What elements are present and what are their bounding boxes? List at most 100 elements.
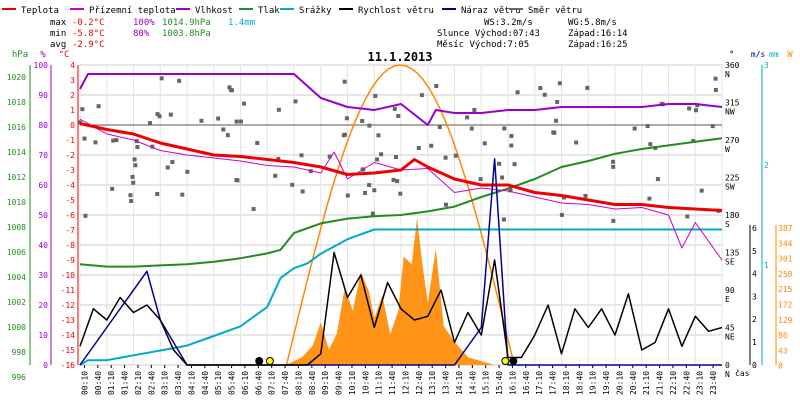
axis-time-tick: 21:40 xyxy=(656,371,665,395)
wind-direction-mark xyxy=(273,173,278,178)
axis-time-tick: 21:10 xyxy=(642,371,651,395)
axis-deg-unit: ° xyxy=(729,50,734,60)
wind-direction-mark xyxy=(360,119,365,124)
wind-direction-mark xyxy=(373,93,378,98)
axis-dir-tick: 90 xyxy=(725,286,735,295)
axis-ms-lower-tick: 4 xyxy=(752,270,757,279)
axis-hpa-tick: 1018 xyxy=(7,98,26,107)
wind-direction-mark xyxy=(342,132,347,137)
axis-w-tick: 258 xyxy=(778,270,793,279)
axis-time-tick: 08:10 xyxy=(294,371,303,395)
info-mesic: Měsíc Východ:7:05 xyxy=(437,40,529,50)
wind-direction-mark xyxy=(180,192,185,197)
wind-direction-mark xyxy=(497,161,502,166)
axis-time-tick: 22:10 xyxy=(669,371,678,395)
axis-pct-tick: 30 xyxy=(38,271,48,280)
axis-dir-name: SE xyxy=(725,258,735,267)
axis-c-tick: 4 xyxy=(70,61,75,70)
wind-direction-mark xyxy=(170,160,175,165)
markers-layer xyxy=(255,357,518,365)
axis-w-tick: 0 xyxy=(778,362,783,371)
wind-direction-mark xyxy=(157,114,162,119)
axis-w-tick: 387 xyxy=(778,224,793,233)
axis-hpa-tick: 1016 xyxy=(7,123,26,132)
legend-label: Srážky xyxy=(299,6,332,16)
wind-direction-mark xyxy=(501,217,506,222)
stats-max-temp: -0.2°C xyxy=(72,18,105,28)
wind-direction-layer xyxy=(78,76,721,223)
axis-ms-tick: 3 xyxy=(764,61,769,70)
axis-w-tick: 43 xyxy=(778,346,788,355)
legend-label: Směr větru xyxy=(528,6,582,16)
wind-direction-mark xyxy=(159,76,164,81)
axis-w-tick: 129 xyxy=(778,316,793,325)
wind-direction-mark xyxy=(508,188,513,193)
wind-direction-mark xyxy=(482,141,487,146)
solar-layer xyxy=(285,64,515,366)
axis-ms-lower-tick: 2 xyxy=(752,315,757,324)
wind-direction-mark xyxy=(713,87,718,92)
axis-hpa-tick: 996 xyxy=(12,373,27,382)
sun-moon-marker xyxy=(501,357,510,365)
wind-direction-mark xyxy=(234,119,239,124)
wind-direction-mark xyxy=(444,202,449,207)
stats-max-hum: 100% xyxy=(133,18,155,28)
axis-c-tick: -13 xyxy=(61,316,76,325)
wind-direction-mark xyxy=(370,211,375,216)
axis-time-tick: 00:10 xyxy=(80,371,89,395)
wind-direction-mark xyxy=(150,144,155,149)
wind-direction-mark xyxy=(552,130,557,135)
axis-time-tick: 07:40 xyxy=(281,371,290,395)
axis-c-tick: -7 xyxy=(65,226,75,235)
axis-hpa-tick: 1008 xyxy=(7,223,26,232)
wind-direction-mark xyxy=(655,177,660,182)
wind-direction-mark xyxy=(429,143,434,148)
stats-min-temp: -5.8°C xyxy=(72,29,105,39)
axis-dir-name: W xyxy=(725,145,730,154)
axis-pct-tick: 40 xyxy=(38,241,48,250)
wind-direction-mark xyxy=(538,86,543,91)
axis-c-tick: -14 xyxy=(61,331,76,340)
axis-hpa-tick: 1020 xyxy=(7,73,26,82)
wind-direction-mark xyxy=(645,124,650,129)
axis-c-tick: -15 xyxy=(61,346,76,355)
axis-dir-name: SW xyxy=(725,183,735,192)
wind-direction-mark xyxy=(393,155,398,160)
axis-hpa-tick: 998 xyxy=(12,348,27,357)
series-tlak xyxy=(79,137,723,268)
axis-c-tick: -5 xyxy=(65,196,75,205)
wind-direction-mark xyxy=(691,139,696,144)
stats-max-rain: 1.4mm xyxy=(228,18,255,28)
axis-c-tick: -3 xyxy=(65,166,75,175)
axis-hpa-tick: 1000 xyxy=(7,323,26,332)
axis-time-tick: 04:40 xyxy=(201,371,210,395)
wind-direction-mark xyxy=(155,191,160,196)
stats-min-hum: 80% xyxy=(133,29,150,39)
axis-time-tick: 20:10 xyxy=(615,371,624,395)
axis-time-tick: 12:40 xyxy=(415,371,424,395)
wind-direction-mark xyxy=(713,76,718,81)
wind-direction-mark xyxy=(290,182,295,187)
axis-time-tick: 06:10 xyxy=(241,371,250,395)
wind-direction-mark xyxy=(472,107,477,112)
wind-direction-mark xyxy=(238,119,243,124)
axis-dir-tick: 360 xyxy=(725,61,740,70)
wind-direction-mark xyxy=(648,142,653,147)
chart-title: 11.1.2013 xyxy=(367,50,432,64)
axis-dir-tick: 45 xyxy=(725,324,735,333)
wind-direction-mark xyxy=(345,193,350,198)
solar-area xyxy=(285,217,495,365)
wind-direction-mark xyxy=(135,144,140,149)
wind-direction-mark xyxy=(469,126,474,131)
stats-avg-label: avg xyxy=(50,40,66,50)
wind-direction-mark xyxy=(342,79,347,84)
wind-direction-mark xyxy=(327,154,332,159)
axis-time-tick: 19:10 xyxy=(589,371,598,395)
wind-direction-mark xyxy=(235,178,240,183)
wind-direction-mark xyxy=(168,112,173,117)
axis-hpa-tick: 1010 xyxy=(7,198,26,207)
info-panel: WS:3.2m/s WG:5.8m/s Slunce Východ:07:43 … xyxy=(437,18,628,50)
axis-time-tick: 06:40 xyxy=(254,371,263,395)
wind-direction-mark xyxy=(344,116,349,121)
